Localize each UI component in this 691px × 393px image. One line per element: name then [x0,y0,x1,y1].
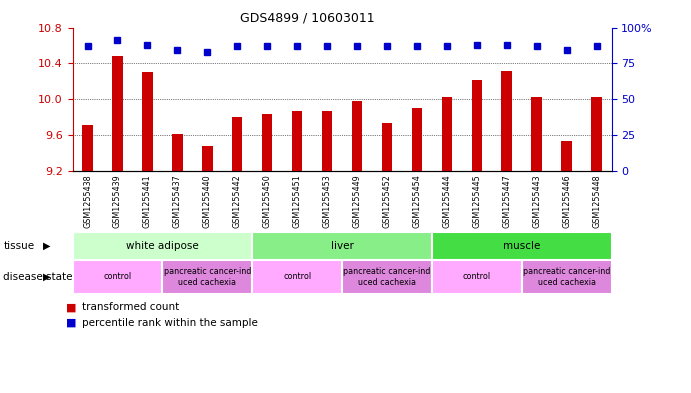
Bar [322,111,332,171]
Bar [442,97,452,171]
Bar [232,117,243,171]
Bar [522,260,612,294]
Bar [142,72,153,171]
Text: GSM1255437: GSM1255437 [173,174,182,228]
Bar [82,125,93,171]
Bar [162,260,252,294]
Text: GDS4899 / 10603011: GDS4899 / 10603011 [240,12,375,25]
Text: GSM1255442: GSM1255442 [233,174,242,228]
Text: control: control [283,272,311,281]
Bar [561,141,572,171]
Bar [502,71,512,171]
Text: ■: ■ [66,302,76,312]
Text: GSM1255441: GSM1255441 [143,174,152,228]
Bar [352,101,362,171]
Text: disease state: disease state [3,272,73,282]
Text: pancreatic cancer-ind
uced cachexia: pancreatic cancer-ind uced cachexia [343,267,430,286]
Text: muscle: muscle [503,241,540,251]
Text: pancreatic cancer-ind
uced cachexia: pancreatic cancer-ind uced cachexia [523,267,610,286]
Bar [292,111,303,171]
Bar [112,56,123,171]
Text: GSM1255444: GSM1255444 [442,174,451,228]
Bar [252,232,432,260]
Bar [342,260,432,294]
Text: transformed count: transformed count [82,302,179,312]
Text: GSM1255446: GSM1255446 [562,174,571,228]
Text: ■: ■ [66,318,76,328]
Text: GSM1255439: GSM1255439 [113,174,122,228]
Bar [202,146,213,171]
Text: ▶: ▶ [43,272,50,282]
Bar [252,260,342,294]
Text: GSM1255438: GSM1255438 [83,174,92,228]
Text: ▶: ▶ [43,241,50,251]
Text: percentile rank within the sample: percentile rank within the sample [82,318,258,328]
Bar [471,79,482,171]
Text: control: control [463,272,491,281]
Bar [73,260,162,294]
Bar [172,134,182,171]
Text: GSM1255443: GSM1255443 [532,174,541,228]
Text: liver: liver [330,241,354,251]
Bar [432,260,522,294]
Text: GSM1255449: GSM1255449 [352,174,361,228]
Bar [432,232,612,260]
Text: GSM1255454: GSM1255454 [413,174,422,228]
Bar [531,97,542,171]
Bar [73,232,252,260]
Text: GSM1255452: GSM1255452 [382,174,392,228]
Text: GSM1255445: GSM1255445 [472,174,482,228]
Text: white adipose: white adipose [126,241,199,251]
Text: GSM1255447: GSM1255447 [502,174,511,228]
Text: GSM1255451: GSM1255451 [292,174,302,228]
Bar [591,97,602,171]
Text: GSM1255453: GSM1255453 [323,174,332,228]
Bar [412,108,422,171]
Text: tissue: tissue [3,241,35,251]
Text: GSM1255440: GSM1255440 [202,174,212,228]
Text: pancreatic cancer-ind
uced cachexia: pancreatic cancer-ind uced cachexia [164,267,251,286]
Bar [262,114,272,171]
Text: GSM1255448: GSM1255448 [592,174,601,228]
Text: control: control [104,272,131,281]
Bar [381,123,392,171]
Text: GSM1255450: GSM1255450 [263,174,272,228]
